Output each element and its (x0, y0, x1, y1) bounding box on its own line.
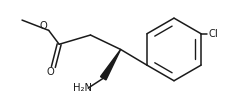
Text: O: O (46, 67, 54, 77)
Polygon shape (100, 49, 120, 80)
Text: O: O (39, 20, 47, 31)
Text: Cl: Cl (207, 29, 217, 39)
Text: H₂N: H₂N (73, 83, 92, 93)
